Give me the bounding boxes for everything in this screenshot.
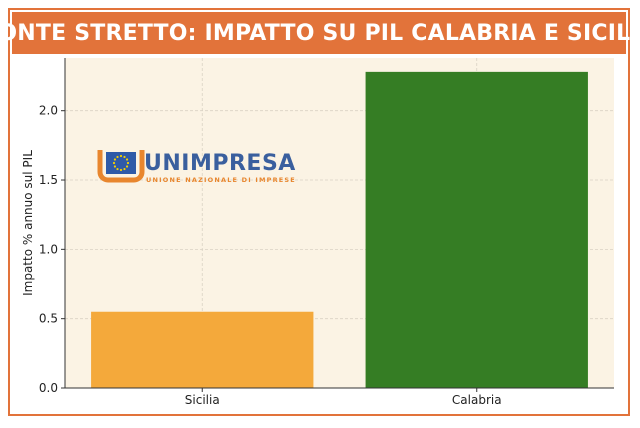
x-tick-label: Calabria xyxy=(452,393,502,407)
eu-stars-icon xyxy=(106,152,136,174)
logo-name: UNIMPRESA xyxy=(144,151,296,176)
title-banner: PONTE STRETTO: IMPATTO SU PIL CALABRIA E… xyxy=(0,12,640,54)
eu-star xyxy=(116,167,119,171)
eu-star xyxy=(112,161,116,165)
eu-star xyxy=(116,155,119,159)
eu-star xyxy=(113,165,117,168)
chart-title: PONTE STRETTO: IMPATTO SU PIL CALABRIA E… xyxy=(0,20,640,46)
y-axis-label: Impatto % annuo sul PIL xyxy=(21,150,35,296)
eu-star xyxy=(119,168,123,172)
eu-star xyxy=(126,161,130,165)
y-tick-label: 0.5 xyxy=(39,312,58,326)
axes xyxy=(64,58,614,389)
eu-star xyxy=(123,155,126,159)
eu-star xyxy=(125,165,129,168)
x-tick-label: Sicilia xyxy=(185,393,220,407)
eu-star xyxy=(119,154,123,158)
bar-calabria xyxy=(365,71,588,389)
logo-tagline: UNIONE NAZIONALE DI IMPRESE xyxy=(146,176,296,184)
bar-sicilia xyxy=(91,311,314,388)
y-ticks: 0.0 0.5 1.0 1.5 2.0 xyxy=(39,104,65,395)
bars xyxy=(91,71,588,389)
y-tick-label: 1.5 xyxy=(39,173,58,187)
x-ticks: Sicilia Calabria xyxy=(185,388,502,407)
eu-star xyxy=(125,158,129,161)
logo-u-shape-icon xyxy=(97,150,145,183)
y-tick-label: 2.0 xyxy=(39,104,58,118)
eu-star xyxy=(113,158,117,161)
eu-star xyxy=(123,167,126,171)
y-tick-label: 0.0 xyxy=(39,381,58,395)
y-tick-label: 1.0 xyxy=(39,242,58,256)
